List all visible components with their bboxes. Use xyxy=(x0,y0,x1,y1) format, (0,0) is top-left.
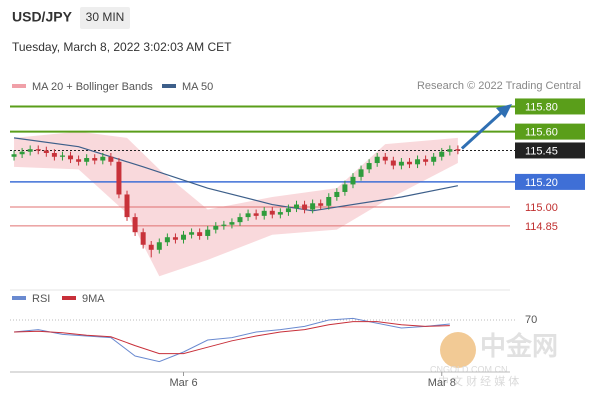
candle-body xyxy=(318,203,324,206)
level-label: 115.80 xyxy=(525,101,558,113)
watermark-site: CNGOLD.COM.CN xyxy=(430,364,508,374)
candle-body xyxy=(11,154,17,157)
candle-body xyxy=(35,149,41,151)
candle-body xyxy=(423,159,429,162)
candle-body xyxy=(334,191,340,197)
legend-label: 9MA xyxy=(82,293,105,305)
level-label: 115.45 xyxy=(525,145,558,157)
level-label: 114.85 xyxy=(525,221,558,233)
candle-body xyxy=(76,159,82,162)
level-label: 115.20 xyxy=(525,177,558,189)
candle-body xyxy=(253,213,259,216)
level-label-box xyxy=(515,142,585,159)
legend-swatch xyxy=(12,84,26,88)
watermark-name: 中金网 xyxy=(480,331,558,361)
candle-body xyxy=(269,210,275,215)
rsi-line xyxy=(14,321,450,355)
level-label-box xyxy=(515,173,585,190)
candle-body xyxy=(439,151,445,157)
candle-body xyxy=(181,234,187,240)
candle-body xyxy=(406,161,412,165)
candle-body xyxy=(415,159,421,165)
legend-label: MA 50 xyxy=(182,81,213,93)
candle-body xyxy=(51,152,57,157)
candle-body xyxy=(68,155,74,160)
candle-body xyxy=(172,237,178,240)
candle-body xyxy=(92,158,98,161)
timeframe: 30 MIN xyxy=(86,10,125,24)
candle-body xyxy=(205,229,211,236)
candle-body xyxy=(382,156,388,161)
y-tick-label: 70 xyxy=(525,314,537,326)
forecast-arrowhead xyxy=(496,104,512,118)
candle-body xyxy=(100,156,106,161)
candle-body xyxy=(43,150,49,153)
candle-body xyxy=(326,196,332,206)
bollinger-band xyxy=(14,131,458,277)
candle-body xyxy=(293,204,299,209)
timestamp: Tuesday, March 8, 2022 3:02:03 AM CET xyxy=(12,40,232,54)
candle-body xyxy=(447,149,453,152)
candle-body xyxy=(310,203,316,210)
candle-body xyxy=(455,149,461,151)
candle-body xyxy=(197,232,203,236)
candle-body xyxy=(302,204,308,210)
symbol: USD/JPY xyxy=(12,9,73,25)
candle-body xyxy=(132,217,138,233)
candle-body xyxy=(213,225,219,230)
forecast-arrow xyxy=(460,110,504,150)
candle-body xyxy=(221,224,227,226)
level-label: 115.00 xyxy=(525,202,558,214)
candle-body xyxy=(116,161,122,195)
legend-label: MA 20 + Bollinger Bands xyxy=(32,81,153,93)
candle-body xyxy=(148,244,154,250)
candle-body xyxy=(398,161,404,166)
ma50-line xyxy=(13,137,459,212)
rsi-line xyxy=(13,317,450,363)
candle-body xyxy=(237,217,243,223)
candle-body xyxy=(342,184,348,192)
x-tick-label: Mar 6 xyxy=(169,377,197,389)
timeframe-box xyxy=(80,7,130,29)
candle-body xyxy=(156,242,162,250)
candle-body xyxy=(374,156,380,164)
legend-swatch xyxy=(162,84,176,88)
candle-body xyxy=(164,237,170,243)
candle-body xyxy=(27,149,33,152)
candle-body xyxy=(108,156,114,162)
legend-label: RSI xyxy=(32,293,50,305)
candle-body xyxy=(229,222,235,225)
candle-body xyxy=(261,210,267,216)
watermark-tagline: 中 文 财 经 媒 体 xyxy=(438,374,519,388)
candle-body xyxy=(245,213,251,218)
x-tick-label: Mar 8 xyxy=(428,377,456,389)
legend-swatch xyxy=(12,296,26,300)
candle-body xyxy=(285,208,291,213)
legend-swatch xyxy=(62,296,76,300)
candle-body xyxy=(59,155,65,157)
candle-body xyxy=(277,212,283,215)
level-label: 115.60 xyxy=(525,127,558,139)
watermark-logo xyxy=(440,332,476,368)
candle-body xyxy=(189,232,195,235)
candle-body xyxy=(366,163,372,170)
candle-body xyxy=(140,232,146,245)
candle-body xyxy=(19,151,25,155)
candle-body xyxy=(358,169,364,177)
level-label-box xyxy=(515,123,585,140)
candle-body xyxy=(431,156,437,162)
source: Research © 2022 Trading Central xyxy=(417,80,581,92)
candle-body xyxy=(84,158,90,162)
candle-body xyxy=(390,160,396,166)
watermark: 中金网 CNGOLD.COM.CN 中 文 财 经 媒 体 xyxy=(430,331,558,388)
candle-body xyxy=(124,194,130,218)
level-label-box xyxy=(515,98,585,115)
candle-body xyxy=(350,176,356,185)
